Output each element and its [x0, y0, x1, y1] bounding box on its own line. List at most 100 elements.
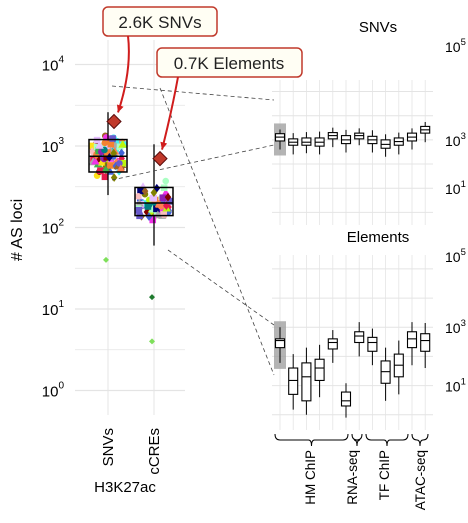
- data-point: [159, 194, 167, 202]
- data-point: [106, 153, 113, 162]
- highlight-point: [152, 150, 168, 167]
- data-point: [109, 135, 116, 142]
- right-y-tick-label: 101: [445, 377, 466, 395]
- data-point: [149, 216, 157, 224]
- group-label: RNA-seq: [345, 450, 360, 505]
- connector-line: [111, 144, 275, 181]
- data-point: [164, 192, 172, 202]
- x-category-label: SNVs: [100, 428, 117, 466]
- callout-elements: 0.7K Elements: [156, 47, 303, 78]
- outlier-point: [103, 256, 109, 263]
- group-label: ATAC-seq: [413, 450, 428, 510]
- callout-elements-text: 0.7K Elements: [174, 54, 285, 73]
- box-iqr: [367, 336, 378, 352]
- data-point: [163, 201, 170, 210]
- group-bracket: [365, 433, 409, 447]
- data-point: [145, 212, 153, 221]
- data-point: [150, 188, 158, 197]
- data-point: [110, 148, 117, 158]
- box-iqr: [340, 391, 352, 407]
- callout-elements-box: [156, 47, 303, 78]
- left-panel-grid: [75, 40, 185, 415]
- y-axis-label: # AS loci: [9, 199, 26, 261]
- box-iqr: [301, 137, 312, 146]
- group-label: TF ChIP: [377, 450, 392, 500]
- data-point: [141, 186, 149, 196]
- data-point: [101, 173, 109, 181]
- right-y-tick-label: 103: [445, 131, 466, 149]
- callout-snvs-text: 2.6K SNVs: [118, 13, 201, 32]
- left-x-labels: SNVs cCREs: [100, 428, 163, 475]
- group-bracket: [411, 433, 429, 447]
- data-point: [107, 140, 115, 148]
- box-iqr: [327, 338, 338, 350]
- data-point: [144, 203, 152, 210]
- highlight-point: [106, 113, 122, 130]
- panel-title: SNVs: [359, 19, 397, 36]
- box-iqr: [134, 186, 174, 217]
- y-tick-label: 103: [42, 136, 65, 156]
- data-point: [97, 167, 104, 175]
- data-point: [162, 177, 170, 185]
- callout-snvs-box: [102, 6, 218, 37]
- box-iqr: [288, 367, 299, 395]
- data-point: [118, 148, 125, 158]
- box-iqr: [314, 358, 325, 381]
- right-y-tick-label: 101: [445, 179, 466, 197]
- right-y-tick-label: 105: [445, 37, 466, 55]
- data-point: [134, 192, 142, 200]
- data-point: [149, 195, 157, 202]
- group-label: HM ChIP: [303, 450, 318, 505]
- callout-arrows: [116, 35, 179, 150]
- data-point: [98, 159, 105, 166]
- data-point: [135, 206, 143, 214]
- y-tick-label: 102: [42, 218, 65, 238]
- y-tick-label: 101: [42, 299, 65, 319]
- group-brackets: HM ChIP RNA-seq TF ChIP ATAC-seq: [274, 433, 429, 510]
- callout-snvs: 2.6K SNVs: [102, 6, 218, 37]
- box-iqr: [406, 331, 418, 349]
- box-iqr: [301, 362, 312, 402]
- data-point: [160, 211, 167, 218]
- data-point: [104, 149, 111, 156]
- data-point: [88, 142, 96, 150]
- left-panel-boxes: [88, 112, 174, 246]
- right-y-tick-label: 103: [445, 318, 466, 336]
- x-category-label: cCREs: [146, 428, 163, 475]
- right-panels: SNVs 105 103 101 Elements 105 103 101: [272, 19, 466, 430]
- data-point: [118, 140, 127, 148]
- data-point: [91, 156, 100, 165]
- data-point: [137, 187, 144, 195]
- connector-line: [159, 87, 275, 376]
- y-tick-label: 100: [42, 380, 65, 400]
- left-y-ticks: 100 101 102 103 104: [42, 55, 65, 401]
- box-iqr: [274, 338, 286, 349]
- data-point: [116, 160, 123, 167]
- arrow-elements-head: [160, 141, 168, 150]
- group-bracket: [351, 433, 363, 447]
- data-point: [95, 141, 104, 149]
- y-tick-label: 104: [42, 55, 65, 75]
- arrow-snvs-head: [116, 104, 124, 113]
- box-iqr: [354, 331, 365, 344]
- connector-line: [111, 85, 275, 101]
- outlier-point: [149, 338, 155, 345]
- data-point: [166, 197, 174, 205]
- data-point: [116, 164, 126, 172]
- data-point: [112, 145, 120, 152]
- right-y-tick-label: 105: [445, 247, 466, 265]
- group-label-h3k27ac: H3K27ac: [94, 479, 156, 496]
- data-point: [153, 205, 160, 213]
- data-point: [107, 162, 114, 169]
- connector-lines: [111, 85, 275, 376]
- arrow-snvs-line: [117, 35, 130, 113]
- group-bracket: [274, 433, 349, 447]
- data-point: [143, 207, 151, 217]
- connector-line: [167, 249, 275, 326]
- outlier-point: [149, 294, 155, 301]
- data-point: [101, 139, 109, 147]
- panel-title: Elements: [347, 229, 410, 246]
- arrow-elements-line: [161, 76, 179, 150]
- box-iqr: [420, 333, 431, 352]
